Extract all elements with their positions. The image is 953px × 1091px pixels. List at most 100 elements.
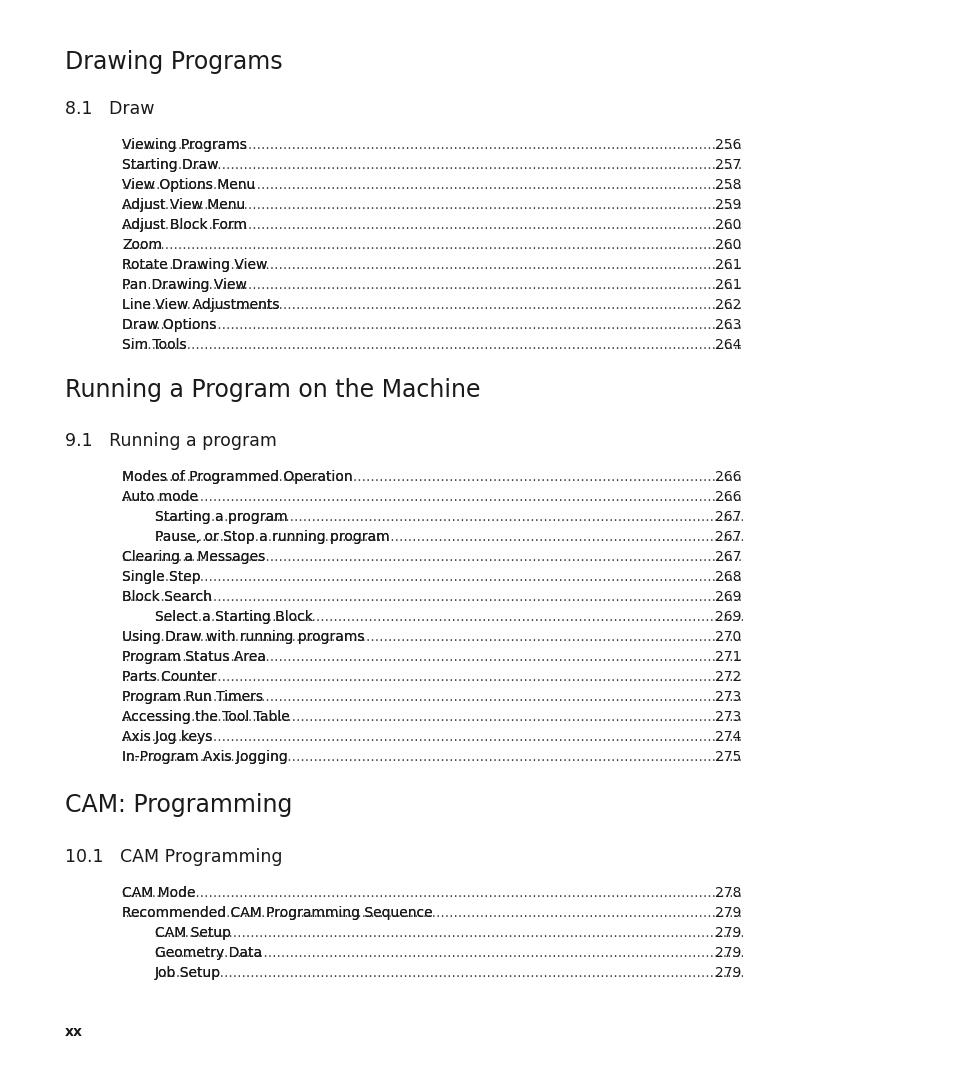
Text: Using Draw with running programs: Using Draw with running programs <box>122 630 373 644</box>
Text: 258: 258 <box>714 178 740 192</box>
Text: Draw Options: Draw Options <box>122 317 225 332</box>
Text: Axis Jog keys: Axis Jog keys <box>122 730 213 744</box>
Text: CAM Setup: CAM Setup <box>154 926 239 940</box>
FancyBboxPatch shape <box>742 608 953 626</box>
Text: Axis Jog keys: Axis Jog keys <box>122 730 221 744</box>
Text: ................................................................................: ........................................… <box>122 550 953 564</box>
Text: Accessing the Tool Table: Accessing the Tool Table <box>122 710 298 724</box>
Text: Program Status Area: Program Status Area <box>122 650 266 664</box>
FancyBboxPatch shape <box>742 156 953 173</box>
Text: Accessing the Tool Table: Accessing the Tool Table <box>122 710 290 724</box>
Text: In-Program Axis Jogging: In-Program Axis Jogging <box>122 750 288 764</box>
Text: Clearing a Messages: Clearing a Messages <box>122 550 274 564</box>
Text: View Options Menu: View Options Menu <box>122 178 255 192</box>
Text: Viewing Programs: Viewing Programs <box>122 137 247 152</box>
Text: 264: 264 <box>714 338 740 352</box>
FancyBboxPatch shape <box>742 708 953 726</box>
Text: Recommended CAM Programming Sequence: Recommended CAM Programming Sequence <box>122 906 432 920</box>
Text: Starting a program: Starting a program <box>154 509 296 524</box>
Text: Select a Starting Block: Select a Starting Block <box>154 610 321 624</box>
FancyBboxPatch shape <box>742 748 953 766</box>
FancyBboxPatch shape <box>742 296 953 314</box>
Text: ................................................................................: ........................................… <box>154 946 953 960</box>
Text: In-Program Axis Jogging: In-Program Axis Jogging <box>122 750 288 764</box>
Text: ................................................................................: ........................................… <box>122 730 953 744</box>
FancyBboxPatch shape <box>742 236 953 254</box>
Text: Axis Jog keys: Axis Jog keys <box>122 730 213 744</box>
Text: 272: 272 <box>714 670 740 684</box>
Text: ................................................................................: ........................................… <box>122 278 953 292</box>
Text: Modes of Programmed Operation: Modes of Programmed Operation <box>122 470 353 484</box>
FancyBboxPatch shape <box>742 648 953 666</box>
FancyBboxPatch shape <box>742 728 953 746</box>
Text: Line View Adjustments: Line View Adjustments <box>122 298 288 312</box>
Text: ................................................................................: ........................................… <box>122 178 953 192</box>
FancyBboxPatch shape <box>742 528 953 546</box>
Text: 267: 267 <box>714 530 740 544</box>
Text: 275: 275 <box>714 750 740 764</box>
FancyBboxPatch shape <box>742 964 953 982</box>
Text: Draw Options: Draw Options <box>122 317 216 332</box>
Text: 259: 259 <box>714 197 740 212</box>
FancyBboxPatch shape <box>742 136 953 154</box>
Text: Pan Drawing View: Pan Drawing View <box>122 278 255 292</box>
Text: Single Step: Single Step <box>122 570 200 584</box>
FancyBboxPatch shape <box>742 468 953 485</box>
Text: 279: 279 <box>714 926 740 940</box>
FancyBboxPatch shape <box>742 176 953 194</box>
Text: CAM Setup: CAM Setup <box>154 926 231 940</box>
Text: Rotate Drawing View: Rotate Drawing View <box>122 257 267 272</box>
Text: ................................................................................: ........................................… <box>122 137 953 152</box>
Text: ................................................................................: ........................................… <box>122 690 953 704</box>
Text: 260: 260 <box>714 238 740 252</box>
Text: ................................................................................: ........................................… <box>122 906 953 920</box>
FancyBboxPatch shape <box>742 588 953 606</box>
Text: Zoom: Zoom <box>122 238 171 252</box>
Text: Zoom: Zoom <box>122 238 162 252</box>
Text: Pan Drawing View: Pan Drawing View <box>122 278 247 292</box>
FancyBboxPatch shape <box>742 568 953 586</box>
Text: 268: 268 <box>714 570 740 584</box>
Text: Program Status Area: Program Status Area <box>122 650 266 664</box>
Text: xx: xx <box>65 1026 83 1039</box>
Text: Job Setup: Job Setup <box>154 966 230 980</box>
Text: 269: 269 <box>714 610 740 624</box>
Text: Line View Adjustments: Line View Adjustments <box>122 298 279 312</box>
Text: Job Setup: Job Setup <box>154 966 221 980</box>
FancyBboxPatch shape <box>742 508 953 526</box>
Text: Adjust Block Form: Adjust Block Form <box>122 218 247 232</box>
Text: 261: 261 <box>714 257 740 272</box>
FancyBboxPatch shape <box>742 944 953 962</box>
Text: Single Step: Single Step <box>122 570 200 584</box>
Text: Recommended CAM Programming Sequence: Recommended CAM Programming Sequence <box>122 906 441 920</box>
Text: Block Search: Block Search <box>122 590 220 604</box>
Text: ................................................................................: ........................................… <box>154 530 953 544</box>
Text: 266: 266 <box>714 470 740 484</box>
Text: 273: 273 <box>714 710 740 724</box>
Text: 266: 266 <box>714 490 740 504</box>
Text: Starting Draw: Starting Draw <box>122 158 227 172</box>
Text: 279: 279 <box>714 966 740 980</box>
Text: ................................................................................: ........................................… <box>122 158 953 172</box>
Text: Starting Draw: Starting Draw <box>122 158 218 172</box>
FancyBboxPatch shape <box>742 924 953 942</box>
Text: 269: 269 <box>714 590 740 604</box>
Text: Program Run Timers: Program Run Timers <box>122 690 263 704</box>
Text: 278: 278 <box>714 886 740 900</box>
Text: Geometry Data: Geometry Data <box>154 946 262 960</box>
Text: Select a Starting Block: Select a Starting Block <box>154 610 313 624</box>
FancyBboxPatch shape <box>742 904 953 922</box>
Text: ................................................................................: ........................................… <box>154 509 953 524</box>
Text: ................................................................................: ........................................… <box>122 650 953 664</box>
Text: 267: 267 <box>714 550 740 564</box>
Text: Using Draw with running programs: Using Draw with running programs <box>122 630 364 644</box>
Text: Modes of Programmed Operation: Modes of Programmed Operation <box>122 470 353 484</box>
Text: Pan Drawing View: Pan Drawing View <box>122 278 247 292</box>
Text: CAM Mode: CAM Mode <box>122 886 195 900</box>
Text: ................................................................................: ........................................… <box>122 298 953 312</box>
Text: 263: 263 <box>714 317 740 332</box>
Text: View Options Menu: View Options Menu <box>122 178 255 192</box>
Text: 10.1   CAM Programming: 10.1 CAM Programming <box>65 848 282 866</box>
Text: Pause, or Stop a running program: Pause, or Stop a running program <box>154 530 389 544</box>
Text: CAM Mode: CAM Mode <box>122 886 204 900</box>
